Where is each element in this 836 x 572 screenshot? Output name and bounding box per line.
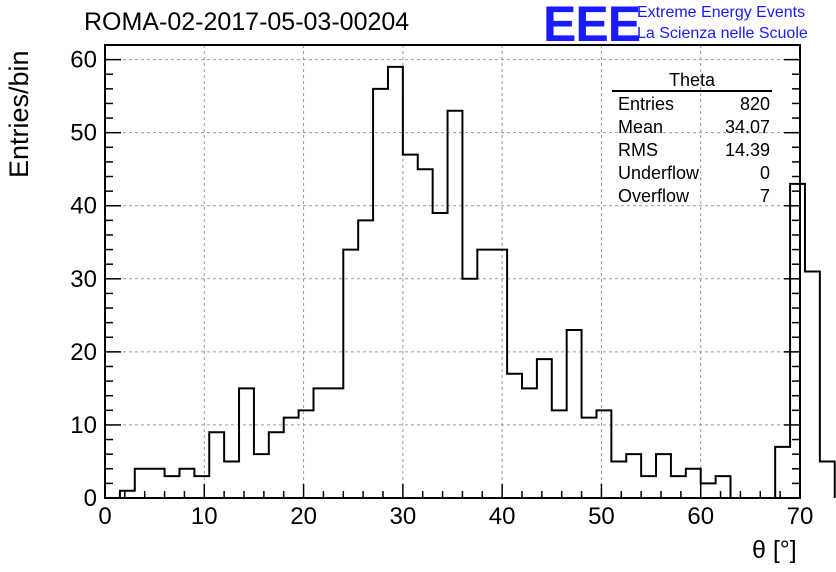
stats-value: 7 <box>759 186 770 206</box>
histogram-bin <box>477 250 492 498</box>
histogram-bin <box>805 272 820 499</box>
histogram-bin <box>790 184 805 498</box>
stats-label: Entries <box>618 94 675 114</box>
x-tick-label: 20 <box>290 503 317 530</box>
histogram-bin <box>299 410 314 498</box>
histogram-bin <box>179 469 194 498</box>
histogram-bin <box>641 476 656 498</box>
stats-row-entries: Entries 820 <box>612 93 772 116</box>
eee-logo: EEE <box>543 0 641 52</box>
histogram-step-line <box>105 65 836 499</box>
histogram-bin <box>433 213 448 498</box>
histogram-bin <box>194 476 209 498</box>
histogram-bin <box>448 111 463 498</box>
y-tick-label: 50 <box>70 120 97 147</box>
histogram-bin <box>328 388 343 498</box>
x-tick-label: 0 <box>98 503 111 530</box>
stats-label: RMS <box>618 140 658 160</box>
stats-label: Mean <box>618 117 664 137</box>
y-tick-label: 10 <box>70 412 97 439</box>
stats-row-underflow: Underflow 0 <box>612 162 772 185</box>
histogram-bin <box>656 454 671 498</box>
histogram-bin <box>209 432 224 498</box>
stats-row-rms: RMS 14.39 <box>612 139 772 162</box>
y-tick-label: 20 <box>70 339 97 366</box>
histogram-bin <box>135 469 150 498</box>
axis-ticks <box>104 58 801 499</box>
y-tick-label: 60 <box>70 47 97 74</box>
plot-frame <box>104 44 801 499</box>
histogram-bin <box>701 483 716 498</box>
y-tick-label: 0 <box>84 485 97 512</box>
stats-value: 820 <box>739 94 770 114</box>
stats-value: 34.07 <box>724 117 770 137</box>
histogram-bin <box>820 461 835 498</box>
histogram-bin <box>269 432 284 498</box>
histogram-bin <box>254 454 269 498</box>
histogram-bin <box>120 491 135 498</box>
x-axis-label: θ [°] <box>752 536 797 564</box>
y-tick-label: 30 <box>70 266 97 293</box>
histogram-bin <box>314 388 329 498</box>
histogram-outline <box>105 65 836 499</box>
y-axis-label: Entries/bin <box>4 50 34 178</box>
chart-title: ROMA-02-2017-05-03-00204 <box>84 8 410 36</box>
histogram-bin <box>388 67 403 498</box>
stats-row-overflow: Overflow 7 <box>612 185 772 208</box>
histogram-bin <box>522 388 537 498</box>
histogram-bin <box>358 220 373 498</box>
x-tick-label: 40 <box>489 503 516 530</box>
histogram-bin <box>507 374 522 498</box>
histogram-bin <box>552 410 567 498</box>
histogram-bin <box>626 454 641 498</box>
stats-box: Theta Entries 820 Mean 34.07 RMS 14.39 U… <box>612 70 772 208</box>
x-tick-label: 70 <box>787 503 814 530</box>
grid-lines <box>105 45 800 498</box>
stats-row-mean: Mean 34.07 <box>612 116 772 139</box>
histogram-bin <box>373 89 388 498</box>
histogram-bin <box>596 410 611 498</box>
x-tick-label: 50 <box>588 503 615 530</box>
histogram-bin <box>567 330 582 498</box>
stats-value: 14.39 <box>724 140 770 160</box>
histogram-bin <box>671 476 686 498</box>
x-tick-label: 30 <box>390 503 417 530</box>
histogram-bin <box>775 447 790 498</box>
histogram-bin <box>239 388 254 498</box>
histogram-bin <box>462 279 477 498</box>
logo-text-line1: Extreme Energy Events <box>637 4 806 21</box>
histogram-bin <box>224 461 239 498</box>
stats-title: Theta <box>612 70 772 92</box>
histogram-bin <box>611 461 626 498</box>
histogram-bin <box>403 155 418 498</box>
histogram-bin <box>284 418 299 498</box>
stats-label: Overflow <box>618 186 690 206</box>
y-tick-label: 40 <box>70 193 97 220</box>
histogram-bin <box>492 250 507 498</box>
histogram-bin <box>716 476 731 498</box>
x-tick-label: 10 <box>191 503 218 530</box>
logo-text-line2: La Scienza nelle Scuole <box>637 25 808 42</box>
stats-label: Underflow <box>618 163 700 183</box>
histogram-bin <box>343 250 358 498</box>
histogram-bin <box>150 469 165 498</box>
histogram-bin <box>582 418 597 498</box>
histogram-bin <box>537 359 552 498</box>
x-tick-label: 60 <box>687 503 714 530</box>
histogram-bin <box>418 169 433 498</box>
histogram-bin <box>165 476 180 498</box>
histogram-bin <box>686 469 701 498</box>
stats-value: 0 <box>759 163 770 183</box>
